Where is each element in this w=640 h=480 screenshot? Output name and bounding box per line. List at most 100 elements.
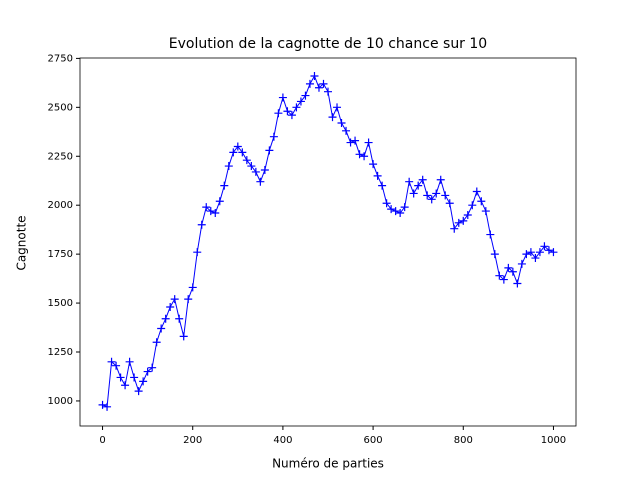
data-point: [423, 191, 432, 200]
data-point: [314, 83, 323, 92]
x-tick-label: 200: [183, 435, 202, 446]
data-point: [251, 167, 260, 176]
data-point: [337, 118, 346, 127]
data-point: [324, 87, 332, 96]
data-point: [188, 283, 197, 292]
data-point: [265, 146, 274, 155]
data-point: [179, 332, 188, 341]
data-point: [400, 203, 409, 212]
data-point: [310, 72, 319, 81]
data-point: [468, 201, 477, 210]
data-point: [247, 162, 256, 171]
data-point: [454, 218, 463, 227]
data-point: [477, 197, 486, 206]
data-point: [233, 142, 242, 151]
data-point: [328, 113, 337, 122]
chart-title: Evolution de la cagnotte de 10 chance su…: [169, 36, 487, 52]
data-point: [526, 248, 535, 257]
data-point: [125, 357, 134, 366]
y-tick-label: 2750: [48, 53, 73, 64]
data-point: [202, 203, 211, 212]
data-point: [463, 210, 472, 219]
data-point: [260, 165, 269, 174]
data-point: [508, 267, 517, 276]
x-tick-label: 400: [273, 435, 292, 446]
data-point: [486, 230, 495, 239]
data-point: [445, 199, 454, 208]
data-point: [143, 367, 152, 376]
data-point: [224, 162, 233, 171]
data-point: [504, 263, 513, 272]
y-tick-label: 1000: [48, 396, 73, 407]
data-point: [184, 295, 193, 304]
data-point: [450, 224, 459, 233]
y-tick-label: 2250: [48, 151, 73, 162]
data-point: [495, 271, 504, 280]
x-tick-label: 0: [99, 435, 105, 446]
data-point: [215, 197, 224, 206]
data-point: [305, 79, 314, 88]
data-point: [278, 93, 287, 102]
data-point: [103, 402, 112, 411]
data-point: [405, 177, 414, 186]
data-point: [296, 97, 305, 106]
data-point: [121, 381, 130, 390]
data-point: [274, 109, 283, 118]
data-point: [499, 275, 508, 284]
data-point: [459, 216, 468, 225]
data-point: [107, 357, 116, 366]
data-point: [387, 205, 396, 214]
data-point: [98, 400, 107, 409]
data-point: [220, 181, 229, 190]
data-point: [301, 91, 310, 100]
data-point: [175, 314, 184, 323]
data-point: [351, 136, 360, 145]
data-point: [517, 259, 526, 268]
data-point: [292, 103, 301, 112]
data-point: [549, 248, 558, 257]
data-point: [197, 220, 206, 229]
data-point: [206, 207, 215, 216]
data-point: [481, 207, 490, 216]
data-point: [472, 187, 481, 196]
data-point: [166, 302, 175, 311]
data-point: [513, 279, 522, 288]
data-point: [531, 254, 540, 263]
data-point: [139, 377, 148, 386]
data-point: [130, 373, 139, 382]
data-point: [490, 250, 499, 259]
x-tick-label: 800: [454, 435, 473, 446]
y-tick-label: 1500: [48, 298, 73, 309]
data-point: [242, 156, 251, 165]
data-point: [418, 175, 427, 184]
data-point: [229, 148, 238, 157]
y-tick-label: 1250: [48, 347, 73, 358]
data-point: [382, 199, 391, 208]
data-point: [238, 148, 247, 157]
data-point: [360, 152, 369, 161]
y-tick-label: 1750: [48, 249, 73, 260]
x-tick-label: 1000: [541, 435, 566, 446]
data-point: [355, 150, 364, 159]
x-tick-label: 600: [364, 435, 383, 446]
plot-frame: [79, 57, 577, 427]
data-point: [148, 363, 157, 372]
data-point: [535, 248, 544, 257]
data-point: [211, 209, 220, 218]
data-point: [436, 175, 445, 184]
y-axis-label: Cagnotte: [15, 215, 29, 270]
data-point: [256, 177, 265, 186]
data-point: [319, 79, 328, 88]
data-point: [414, 181, 423, 190]
data-point: [193, 248, 202, 257]
y-tick-label: 2500: [48, 102, 73, 113]
data-point: [373, 171, 382, 180]
data-point: [522, 250, 531, 259]
data-point: [161, 314, 170, 323]
data-point: [364, 138, 373, 147]
data-point: [170, 295, 179, 304]
data-point: [287, 111, 296, 120]
